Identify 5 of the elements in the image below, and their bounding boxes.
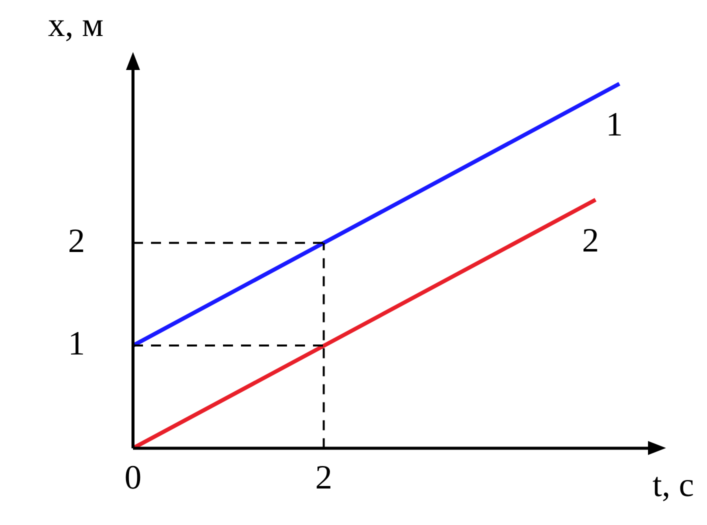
y-axis-title: x, м xyxy=(48,6,104,44)
x-tick-label: 0 xyxy=(124,460,142,497)
x-axis-title: t, с xyxy=(652,467,694,504)
series-label: 2 xyxy=(582,222,600,260)
series-label: 1 xyxy=(606,106,623,144)
